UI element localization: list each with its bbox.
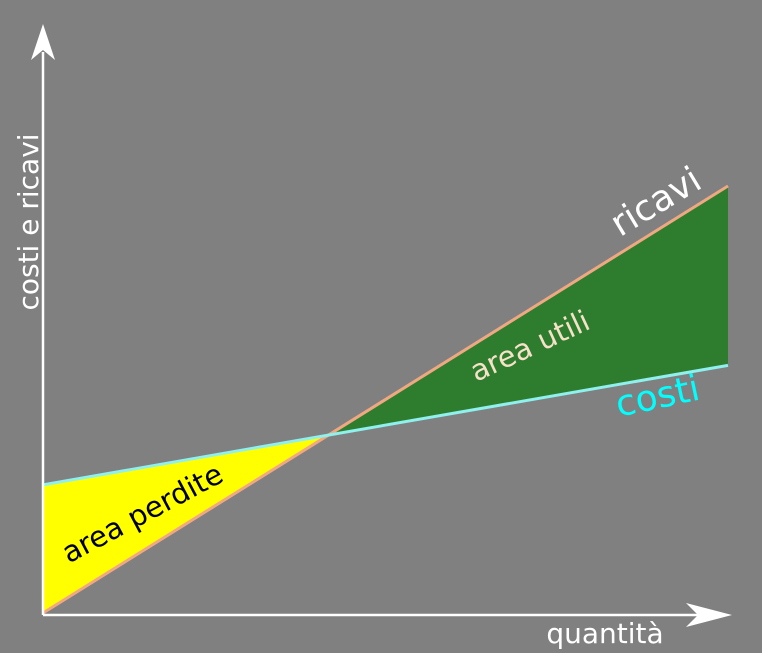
y-axis-label: costi e ricavi — [12, 133, 45, 310]
y-axis-arrow — [31, 24, 55, 60]
costi-line — [42, 363, 729, 487]
ricavi-line — [42, 184, 729, 615]
x-axis — [43, 603, 732, 627]
x-axis-arrow — [686, 603, 732, 627]
y-axis — [31, 24, 55, 615]
x-axis-label: quantità — [546, 617, 663, 650]
